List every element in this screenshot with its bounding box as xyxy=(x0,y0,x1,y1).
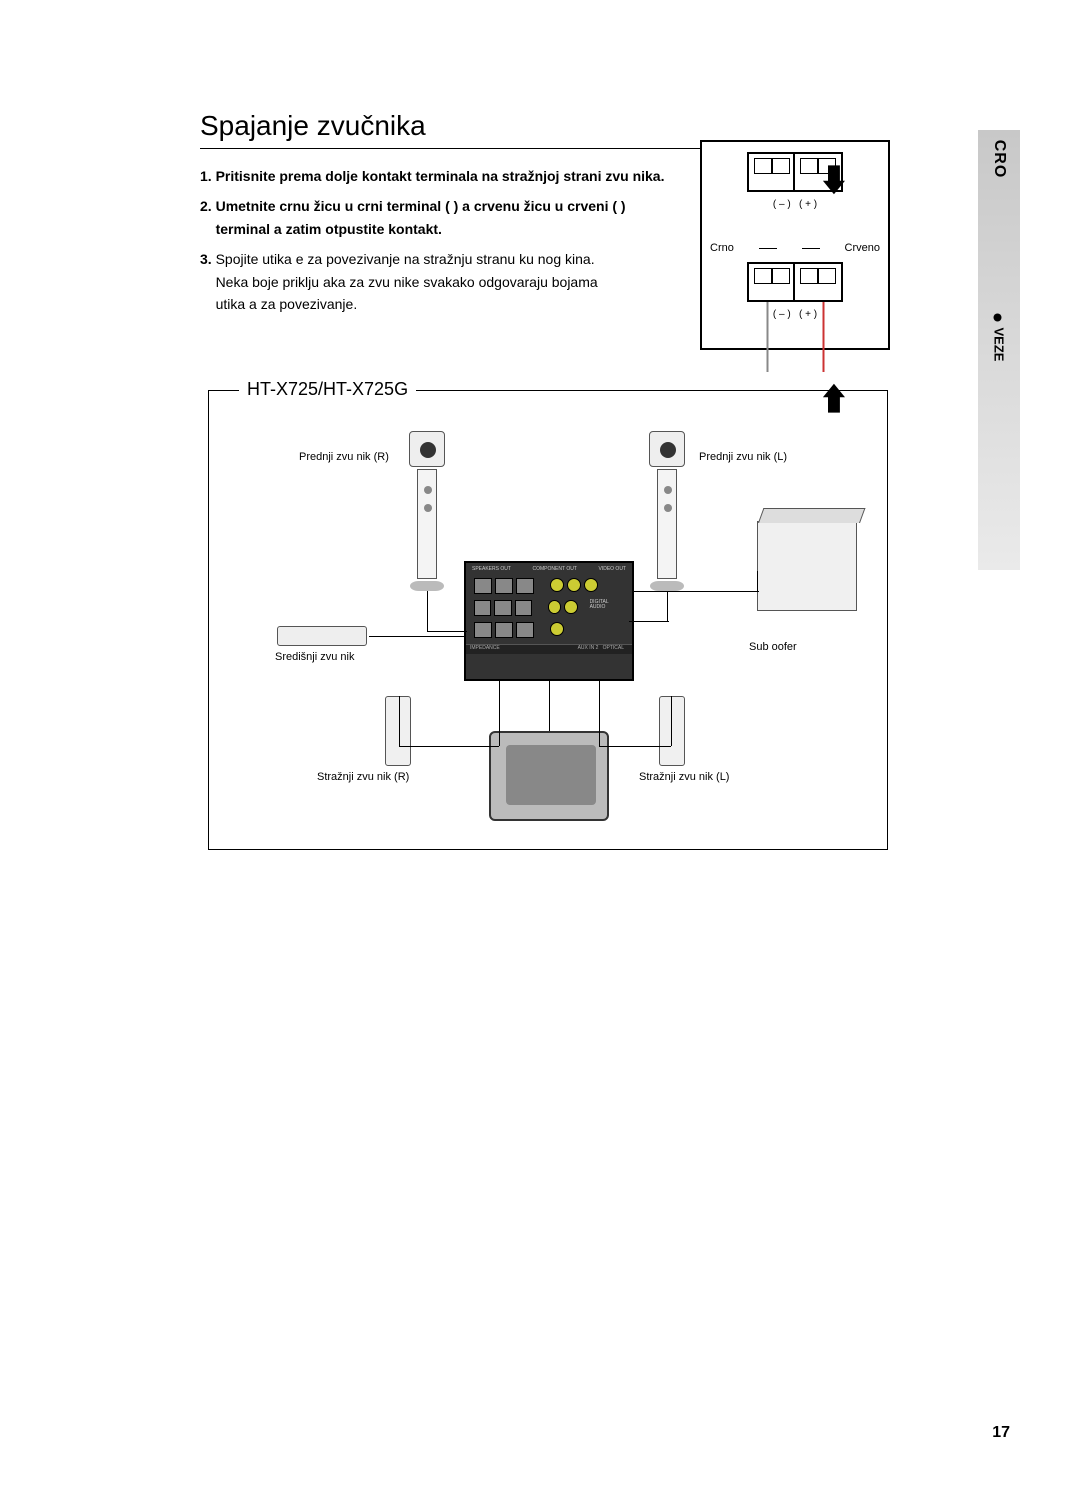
wire-icon xyxy=(549,681,550,731)
red-label: Crveno xyxy=(845,242,880,254)
terminal-block-icon xyxy=(747,152,797,192)
wire-icon xyxy=(599,746,671,747)
wire-icon xyxy=(629,621,669,622)
wiring-diagram: HT-X725/HT-X725G Prednji zvu nik (R) Pre… xyxy=(208,390,888,850)
receiver-back-panel-icon: SPEAKERS OUT COMPONENT OUT VIDEO OUT DIG… xyxy=(464,561,634,681)
video-out-label: VIDEO OUT xyxy=(598,566,626,572)
front-r-label: Prednji zvu nik (R) xyxy=(299,451,389,463)
speakers-out-label: SPEAKERS OUT xyxy=(472,566,511,572)
optical-label: OPTICAL xyxy=(603,645,624,651)
page-number: 17 xyxy=(992,1424,1010,1442)
minus-sign: ( – ) xyxy=(773,199,791,210)
wire-icon xyxy=(671,696,672,746)
press-down-arrow-icon xyxy=(811,162,845,196)
plus-sign: ( + ) xyxy=(799,309,817,320)
aux-label: AUX IN 2 xyxy=(578,645,599,651)
bullet-icon xyxy=(994,314,1002,322)
step-3-text-c: utika a za povezivanje. xyxy=(216,296,358,312)
rear-speaker-l-icon xyxy=(659,696,685,766)
step-1-text: Pritisnite prema dolje kontakt terminala… xyxy=(216,168,665,184)
component-label: COMPONENT OUT xyxy=(533,566,577,572)
front-l-label: Prednji zvu nik (L) xyxy=(699,451,787,463)
wire-icon xyxy=(599,681,600,746)
line-icon xyxy=(802,248,820,249)
digital-audio-label: DIGITAL AUDIO xyxy=(590,600,624,616)
wireless-module-icon xyxy=(489,731,609,821)
step-2-num: 2. xyxy=(200,198,212,214)
subwoofer-icon xyxy=(757,521,857,611)
wire-icon xyxy=(634,591,759,592)
terminal-block-icon xyxy=(793,262,843,302)
wire-icon xyxy=(667,591,668,621)
minus-sign: ( – ) xyxy=(773,309,791,320)
terminal-block-icon xyxy=(747,262,797,302)
wire-icon xyxy=(427,631,467,632)
instruction-steps: 1. Pritisnite prema dolje kontakt termin… xyxy=(200,165,670,315)
wire-icon xyxy=(369,636,464,637)
rear-r-label: Stražnji zvu nik (R) xyxy=(317,771,409,783)
center-speaker-icon xyxy=(277,626,367,646)
wire-icon xyxy=(427,591,428,631)
section-tab-label: VEZE xyxy=(992,314,1007,362)
rear-speaker-r-icon xyxy=(385,696,411,766)
subwoofer-label: Sub oofer xyxy=(749,641,797,653)
black-label: Crno xyxy=(710,242,734,254)
plus-sign: ( + ) xyxy=(799,199,817,210)
step-2-text-a: Umetnite crnu žicu u crni terminal ( ) a… xyxy=(216,198,626,214)
wire-icon xyxy=(499,681,500,746)
line-icon xyxy=(759,248,777,249)
center-label: Središnji zvu nik xyxy=(275,651,354,663)
terminal-color-labels: Crno Crveno xyxy=(702,242,888,254)
wire-icon xyxy=(399,746,499,747)
step-3-text-b: Neka boje priklju aka za zvu nike svakak… xyxy=(216,274,598,290)
step-2-text-b: terminal a zatim otpustite kontakt. xyxy=(216,221,442,237)
step-3-num: 3. xyxy=(200,251,212,267)
step-1-num: 1. xyxy=(200,168,212,184)
model-number: HT-X725/HT-X725G xyxy=(239,379,416,400)
front-speaker-r-icon xyxy=(409,431,445,591)
side-tab: CRO VEZE xyxy=(978,130,1020,570)
terminal-top-row: ( – ) ( + ) xyxy=(735,152,855,210)
wire-icon xyxy=(757,571,758,591)
wire-icon xyxy=(399,696,400,746)
wire-icon xyxy=(795,302,796,362)
step-3-text-a: Spojite utika e za povezivanje na stražn… xyxy=(216,251,595,267)
impedance-label: IMPEDANCE xyxy=(470,645,500,651)
front-speaker-l-icon xyxy=(649,431,685,591)
terminal-diagram: ( – ) ( + ) Crno Crveno ( – ) ( + ) xyxy=(700,140,890,350)
language-label: CRO xyxy=(990,140,1008,179)
rear-l-label: Stražnji zvu nik (L) xyxy=(639,771,729,783)
